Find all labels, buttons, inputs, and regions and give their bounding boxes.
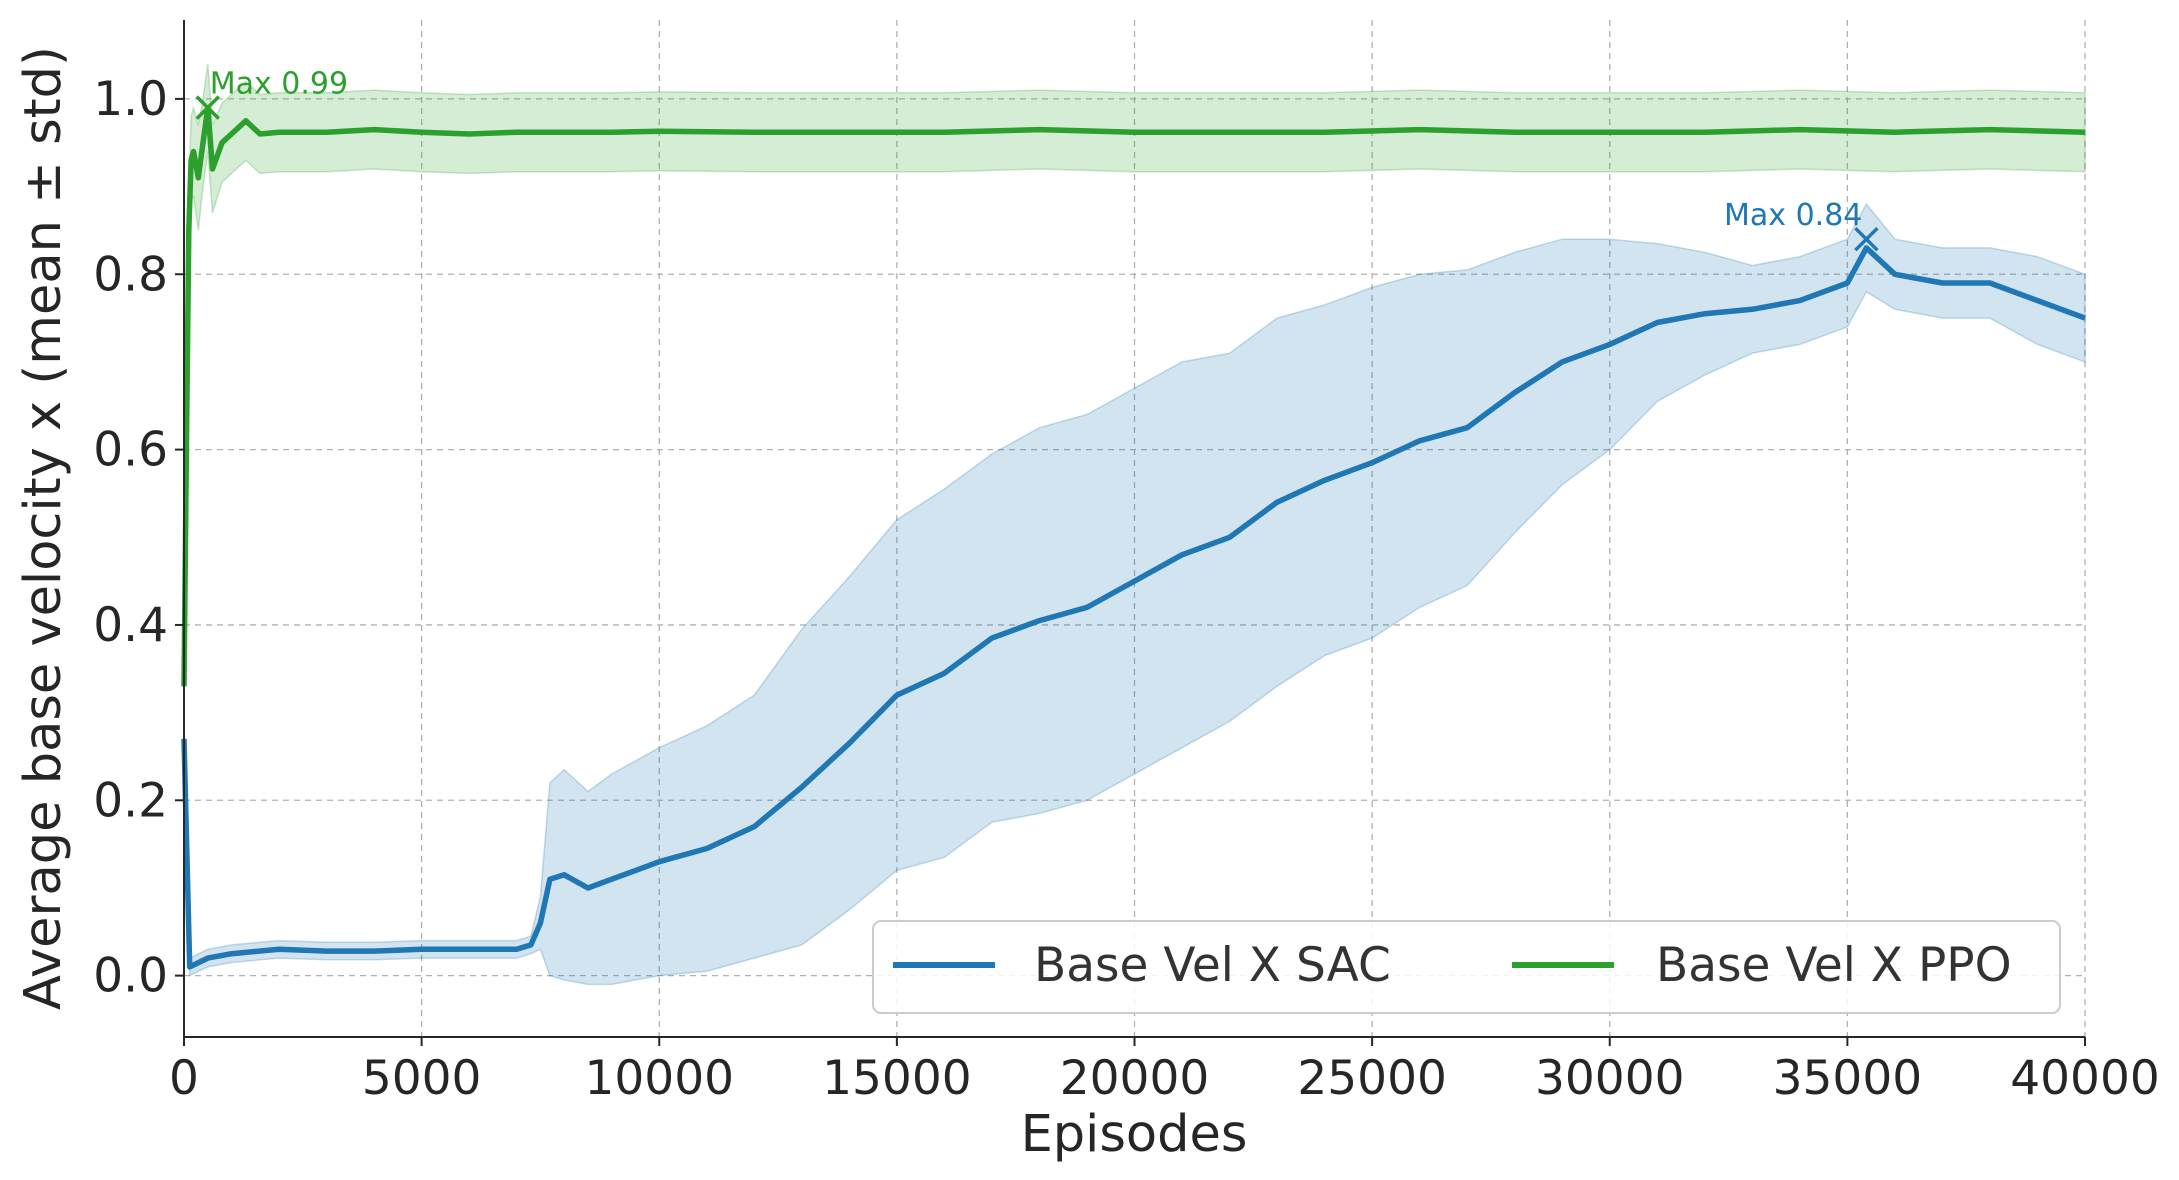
x-tick-label: 35000 — [1773, 1051, 1923, 1106]
mean-lines — [181, 104, 2086, 970]
x-tick-label: 25000 — [1297, 1051, 1447, 1106]
max-label-base-vel-x-ppo: Max 0.99 — [210, 67, 348, 102]
legend-label-sac: Base Vel X SAC — [1034, 938, 1391, 993]
x-tick-label: 5000 — [362, 1051, 482, 1106]
x-ticks: 0 5000 10000 15000 20000 25000 30000 35000 40000 — [169, 1037, 2160, 1106]
max-marker-base-vel-x-ppo — [195, 95, 220, 120]
std-band-base-vel-x-ppo — [183, 63, 2086, 687]
y-tick-label: 0.4 — [93, 598, 168, 653]
y-tick-label: 1.0 — [93, 72, 168, 127]
y-tick-label: 0.6 — [93, 423, 168, 478]
y-axis-label: Average base velocity x (mean ± std) — [14, 46, 73, 1010]
y-ticks: 0.0 0.2 0.4 0.6 0.8 1.0 — [93, 72, 184, 1004]
y-tick-label: 0.8 — [93, 247, 168, 302]
x-tick-label: 0 — [169, 1051, 199, 1106]
legend: Base Vel X SAC Base Vel X PPO — [872, 920, 2061, 1014]
x-tick-label: 20000 — [1060, 1051, 1210, 1106]
series-line-base-vel-x-sac — [181, 245, 2086, 970]
max-marker-base-vel-x-sac — [1854, 226, 1879, 252]
x-tick-label: 30000 — [1535, 1051, 1685, 1106]
x-tick-label: 15000 — [822, 1051, 972, 1106]
x-tick-label: 10000 — [584, 1051, 734, 1106]
y-tick-label: 0.0 — [93, 949, 168, 1004]
legend-box — [872, 920, 2061, 1014]
max-label-base-vel-x-sac: Max 0.84 — [1724, 198, 1862, 233]
legend-label-ppo: Base Vel X PPO — [1656, 938, 2012, 993]
y-tick-label: 0.2 — [93, 773, 168, 828]
series-line-base-vel-x-ppo — [181, 104, 2086, 687]
x-axis-label: Episodes — [1021, 1105, 1248, 1164]
x-tick-label: 40000 — [2010, 1051, 2160, 1106]
max-annotations: Max 0.84 Max 0.99 — [195, 67, 1879, 252]
grid — [183, 20, 2086, 1037]
